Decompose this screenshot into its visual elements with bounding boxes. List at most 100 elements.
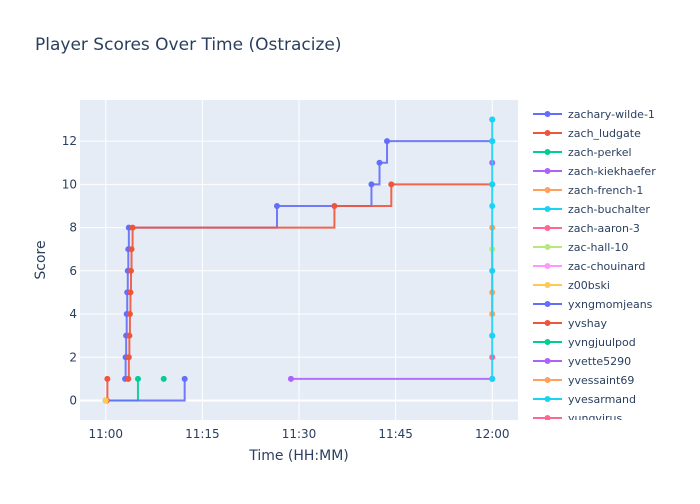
legend-marker-icon [544, 168, 551, 174]
data-point[interactable] [128, 246, 135, 253]
legend-label: yvette5290 [568, 355, 631, 368]
data-point[interactable] [104, 375, 111, 382]
y-tick-label: 4 [69, 307, 77, 321]
legend-item[interactable]: zach_ludgate [533, 127, 641, 140]
data-point[interactable] [129, 224, 136, 231]
x-tick-label: 11:15 [185, 427, 220, 441]
legend-marker-icon [544, 282, 551, 288]
legend-marker-icon [544, 320, 551, 326]
legend-marker-icon [544, 149, 551, 155]
traces [102, 116, 496, 404]
data-point[interactable] [384, 138, 391, 145]
legend-label: zach-buchalter [568, 203, 650, 216]
data-point[interactable] [489, 267, 496, 274]
chart-title: Player Scores Over Time (Ostracize) [35, 35, 342, 55]
legend-marker-icon [544, 130, 551, 136]
y-tick-label: 10 [62, 177, 77, 191]
legend-label: yungvirus [568, 412, 622, 425]
data-point[interactable] [489, 116, 496, 123]
y-tick-label: 8 [69, 221, 77, 235]
legend-marker-icon [544, 358, 551, 364]
legend-marker-icon [544, 377, 551, 383]
legend-item[interactable]: zach-buchalter [533, 203, 650, 216]
series-z00bski [102, 397, 109, 404]
legend-marker-icon [544, 339, 551, 345]
legend-item[interactable]: zac-chouinard [533, 260, 645, 273]
legend-marker-icon [544, 301, 551, 307]
legend-item[interactable]: yvesarmand [533, 393, 636, 406]
legend-item[interactable]: zach-aaron-3 [533, 222, 640, 235]
legend-item[interactable]: zach-kiekhaefer [533, 165, 656, 178]
legend-label: zachary-wilde-1 [568, 108, 655, 121]
x-axis-label: Time (HH:MM) [248, 448, 349, 464]
legend-item[interactable]: yungvirus [533, 412, 622, 425]
legend-label: zach-aaron-3 [568, 222, 640, 235]
y-tick-label: 2 [69, 350, 77, 364]
data-point[interactable] [125, 375, 132, 382]
y-tick-label: 0 [69, 394, 77, 408]
legend-item[interactable]: yvessaint69 [533, 374, 634, 387]
data-point[interactable] [134, 375, 141, 382]
legend-marker-icon [544, 244, 551, 250]
legend-label: zac-hall-10 [568, 241, 628, 254]
legend-label: yvshay [568, 317, 607, 330]
data-point[interactable] [489, 202, 496, 209]
legend-item[interactable]: yvngjuulpod [533, 336, 636, 349]
y-tick-label: 12 [62, 134, 77, 148]
legend-item[interactable]: yxngmomjeans [533, 298, 653, 311]
legend-label: z00bski [568, 279, 610, 292]
legend-item[interactable]: zachary-wilde-1 [533, 108, 655, 121]
legend-item[interactable]: zach-french-1 [533, 184, 643, 197]
data-point[interactable] [160, 375, 167, 382]
legend-label: zach-kiekhaefer [568, 165, 656, 178]
data-point[interactable] [127, 267, 134, 274]
series-line [105, 378, 186, 402]
data-point[interactable] [489, 138, 496, 145]
data-point[interactable] [102, 397, 109, 404]
legend-item[interactable]: z00bski [533, 279, 610, 292]
legend[interactable]: zachary-wilde-1 zach_ludgate zach-perkel za… [533, 108, 656, 425]
x-tick-label: 12:00 [475, 427, 510, 441]
legend-marker-icon [544, 206, 551, 212]
series-line [127, 183, 493, 380]
x-tick-label: 11:45 [378, 427, 413, 441]
legend-marker-icon [544, 187, 551, 193]
legend-item[interactable]: zac-hall-10 [533, 241, 628, 254]
legend-marker-icon [544, 225, 551, 231]
data-point[interactable] [287, 375, 294, 382]
ticks: 11:00 11:15 11:30 11:45 12:00 0 2 4 6 8 10 12 [62, 134, 510, 441]
legend-item[interactable]: yvette5290 [533, 355, 631, 368]
legend-label: yvessaint69 [568, 374, 634, 387]
x-tick-label: 11:30 [282, 427, 317, 441]
data-point[interactable] [489, 181, 496, 188]
legend-marker-icon [544, 263, 551, 269]
data-point[interactable] [376, 159, 383, 166]
legend-label: yvesarmand [568, 393, 636, 406]
legend-marker-icon [544, 111, 551, 117]
series-yvngjuulpod [160, 375, 167, 382]
legend-label: yxngmomjeans [568, 298, 653, 311]
data-point[interactable] [489, 375, 496, 382]
data-point[interactable] [489, 332, 496, 339]
data-point[interactable] [273, 202, 280, 209]
legend-item[interactable]: yvshay [533, 317, 607, 330]
series-line [124, 140, 493, 380]
data-point[interactable] [125, 354, 132, 361]
legend-marker-icon [544, 396, 551, 402]
data-point[interactable] [126, 311, 133, 318]
legend-item[interactable]: zach-perkel [533, 146, 632, 159]
legend-marker-icon [544, 415, 551, 420]
legend-label: yvngjuulpod [568, 336, 636, 349]
data-point[interactable] [368, 181, 375, 188]
data-point[interactable] [388, 181, 395, 188]
legend-label: zach-french-1 [568, 184, 643, 197]
data-point[interactable] [126, 332, 133, 339]
data-point[interactable] [127, 289, 134, 296]
legend-label: zach_ludgate [568, 127, 641, 140]
data-point[interactable] [331, 202, 338, 209]
series-line [106, 378, 109, 402]
y-axis-label: Score [33, 240, 49, 279]
data-point[interactable] [181, 375, 188, 382]
